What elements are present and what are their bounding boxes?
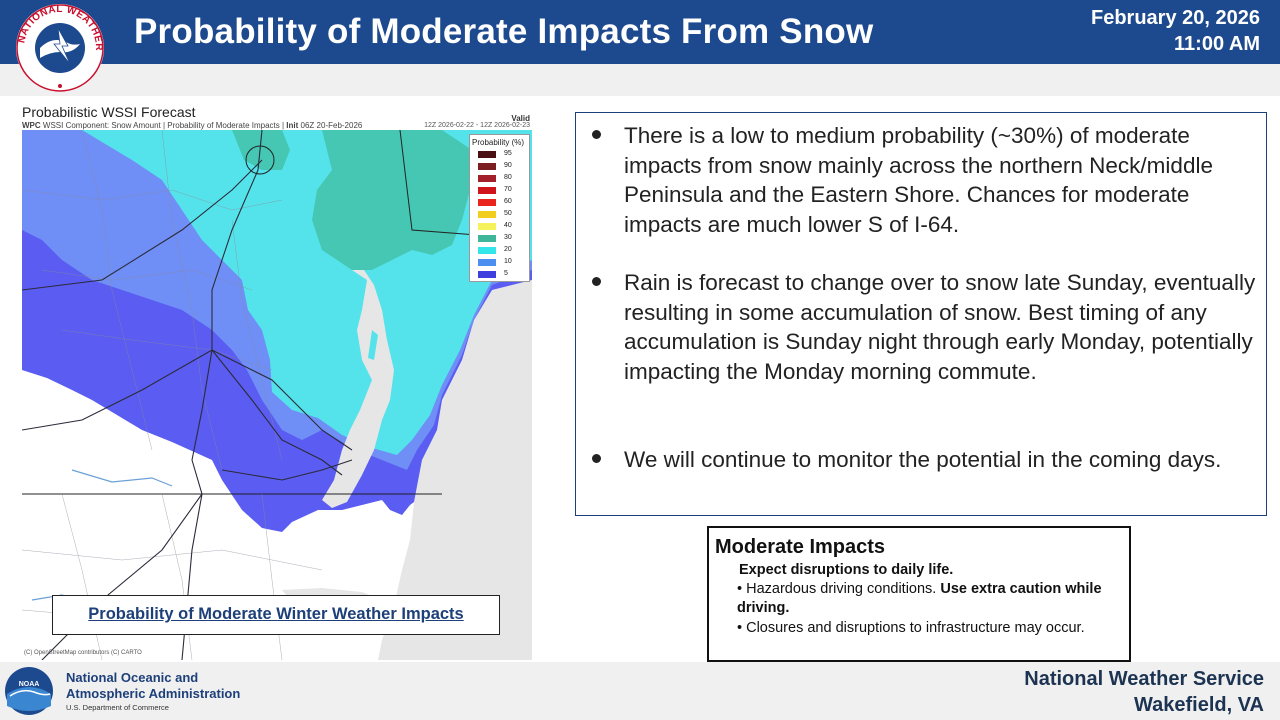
legend-label: 50	[504, 210, 512, 217]
datetime: February 20, 2026 11:00 AM	[1091, 5, 1260, 57]
noaa-name: National Oceanic and Atmospheric Adminis…	[66, 670, 240, 702]
nws-office-line-2: Wakefield, VA	[1133, 694, 1264, 716]
map-caption-box: Probability of Moderate Winter Weather I…	[52, 595, 500, 635]
impact-item-1-bold: Use extra caution while driving.	[737, 581, 1102, 616]
highways	[22, 130, 353, 660]
legend-swatch	[478, 223, 496, 230]
bay-peninsula	[368, 330, 378, 360]
legend-label: 95	[504, 150, 512, 157]
map-legend: Probability (%) 95 90 80 70 60 50 40 30 20 10 5	[469, 134, 530, 282]
noaa-line-2: Atmospheric Administration	[66, 686, 241, 701]
state-border-md	[399, 130, 478, 236]
legend-swatch	[478, 271, 496, 278]
noaa-department: U.S. Department of Commerce	[66, 703, 169, 712]
map-init-label: Init	[286, 121, 299, 130]
map-caption[interactable]: Probability of Moderate Winter Weather I…	[88, 605, 464, 623]
chesapeake-bay	[322, 270, 394, 508]
impact-title: Moderate Impacts	[715, 536, 886, 558]
map-header: Probabilistic WSSI Forecast WPC WSSI Com…	[22, 102, 532, 132]
nws-office-line-1: National Weather Service	[1024, 668, 1264, 690]
impact-item-1: • Hazardous driving conditions. Use extr…	[737, 581, 1102, 616]
time-text: 11:00 AM	[1174, 33, 1260, 55]
header-strip	[0, 64, 1280, 96]
map-subtitle: WPC WSSI Component: Snow Amount | Probab…	[22, 121, 362, 130]
bullet-list: There is a low to medium probability (~3…	[575, 112, 1267, 516]
impact-item-2-text: Closures and disruptions to infrastructu…	[746, 620, 1085, 636]
legend-label: 40	[504, 222, 512, 229]
bullet-item-1: There is a low to medium probability (~3…	[624, 123, 1213, 237]
page-title: Probability of Moderate Impacts From Sno…	[134, 12, 874, 51]
impact-subtitle: Expect disruptions to daily life.	[739, 562, 954, 578]
legend-label: 70	[504, 186, 512, 193]
noaa-logo-text: NOAA	[19, 681, 40, 688]
map-title: Probabilistic WSSI Forecast	[22, 104, 196, 120]
probability-map	[22, 130, 532, 660]
bullet-item-2: Rain is forecast to change over to snow …	[624, 270, 1256, 384]
nws-office: National Weather Service Wakefield, VA	[1024, 666, 1264, 718]
noaa-line-1: National Oceanic and	[66, 670, 199, 685]
legend-swatch	[478, 151, 496, 158]
map-subtitle-text: WSSI Component: Snow Amount | Probabilit…	[42, 121, 285, 130]
legend-swatch	[478, 199, 496, 206]
impact-item-2: • Closures and disruptions to infrastruc…	[737, 620, 1085, 636]
legend-label: 30	[504, 234, 512, 241]
map-panel: Probabilistic WSSI Forecast WPC WSSI Com…	[22, 100, 532, 662]
header-bar	[0, 0, 1280, 64]
bullet-marker	[590, 268, 602, 286]
bullet-marker	[590, 121, 602, 139]
legend-label: 90	[504, 162, 512, 169]
impact-item-1-text: Hazardous driving conditions.	[746, 581, 937, 597]
map-init-value: 06Z 20-Feb-2026	[300, 121, 363, 130]
map-valid-range: 12Z 2026-02-22 - 12Z 2026-02-23	[424, 122, 530, 129]
dc-beltway	[245, 145, 275, 175]
legend-swatch	[478, 211, 496, 218]
legend-label: 60	[504, 198, 512, 205]
bullet-item-3: We will continue to monitor the potentia…	[624, 447, 1222, 472]
legend-swatch	[478, 163, 496, 170]
legend-label: 10	[504, 258, 512, 265]
legend-swatch	[478, 259, 496, 266]
date-text: February 20, 2026	[1091, 7, 1260, 29]
map-subtitle-prefix: WPC	[22, 121, 41, 130]
nws-logo: NATIONAL WEATHER SERVICE	[10, 2, 104, 92]
map-valid-label: Valid	[511, 114, 530, 123]
legend-title: Probability (%)	[472, 138, 525, 147]
legend-swatch	[478, 247, 496, 254]
prob-30-area	[312, 130, 472, 270]
legend-swatch	[478, 175, 496, 182]
impact-box: Moderate Impacts Expect disruptions to d…	[707, 526, 1131, 662]
legend-label: 80	[504, 174, 512, 181]
legend-swatch	[478, 235, 496, 242]
legend-label: 5	[504, 270, 508, 277]
map-credit: (C) OpenStreetMap contributors (C) CARTO	[24, 650, 142, 656]
bullet-marker	[590, 445, 602, 463]
footer-bar	[0, 662, 1280, 720]
legend-label: 20	[504, 246, 512, 253]
legend-swatch	[478, 187, 496, 194]
noaa-logo: NOAA	[5, 667, 53, 715]
